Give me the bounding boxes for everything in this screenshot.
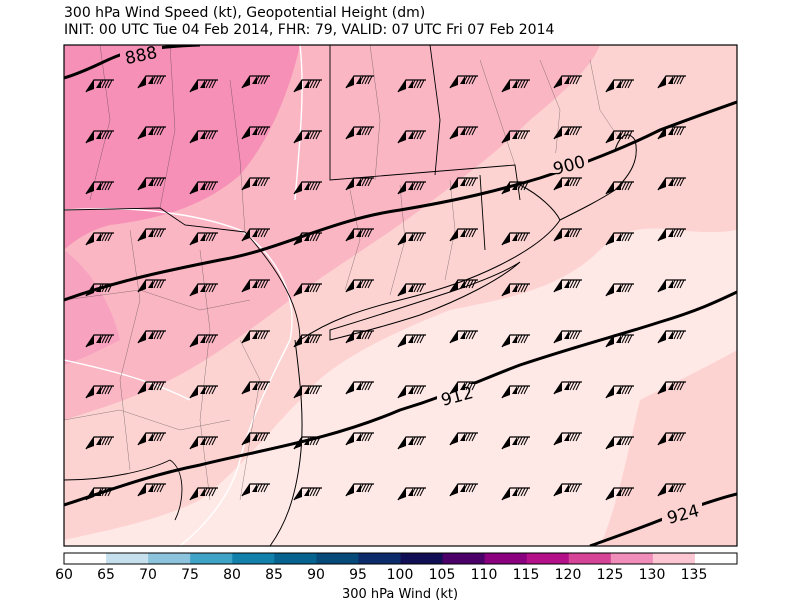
- colorbar-tick-label: 120: [554, 567, 582, 583]
- colorbar-tick-label: 75: [181, 567, 199, 583]
- colorbar-tick-label: 110: [470, 567, 498, 583]
- colorbar-segment: [274, 553, 317, 564]
- map-title: 300 hPa Wind Speed (kt), Geopotential He…: [64, 5, 426, 21]
- map-frame: [63, 44, 738, 547]
- colorbar-segment: [652, 553, 696, 564]
- colorbar-frame: [63, 552, 738, 565]
- state-borders-white: [64, 45, 303, 546]
- contour-900: [64, 100, 737, 302]
- colorbar-tick-label: 135: [680, 567, 708, 583]
- colorbar-segment: [400, 553, 444, 564]
- colorbar-segment: [526, 553, 570, 564]
- colorbar-segment: [694, 553, 738, 564]
- colorbar-tick-label: 70: [139, 567, 157, 583]
- colorbar-tick-label: 85: [265, 567, 283, 583]
- contour-label-bg-924: [662, 502, 702, 522]
- colorbar-tick-label: 130: [638, 567, 666, 583]
- colorbar-label: 300 hPa Wind (kt): [341, 587, 459, 602]
- colorbar-segment: [148, 553, 191, 564]
- colorbar-tick-label: 60: [55, 567, 73, 583]
- colorbar-segment: [358, 553, 401, 564]
- colorbar-tick-label: 100: [386, 567, 414, 583]
- colorbar-segment: [106, 553, 149, 564]
- colorbar-segment: [484, 553, 528, 564]
- contour-label-bg-900: [548, 153, 588, 173]
- county-lines: [64, 45, 621, 501]
- wind-field-deep-w: [64, 250, 120, 365]
- colorbar-segment: [190, 553, 233, 564]
- wind-field-mid-se: [600, 350, 737, 546]
- colorbar-segment: [316, 553, 359, 564]
- colorbar-segment: [232, 553, 275, 564]
- colorbar-tick-label: 105: [428, 567, 456, 583]
- colorbar-segment: [568, 553, 612, 564]
- colorbar-tick-label: 65: [97, 567, 115, 583]
- colorbar-tick-label: 95: [349, 567, 367, 583]
- contour-label-bg-888: [120, 45, 162, 63]
- map-field: 888 900 912 924: [64, 45, 737, 546]
- colorbar-segment: [610, 553, 654, 564]
- colorbar: [64, 553, 738, 564]
- map-subtitle: INIT: 00 UTC Tue 04 Feb 2014, FHR: 79, V…: [64, 22, 555, 38]
- colorbar-tick-label: 125: [596, 567, 624, 583]
- colorbar-tick-label: 80: [223, 567, 241, 583]
- colorbar-tick-label: 90: [307, 567, 325, 583]
- colorbar-segment: [64, 553, 107, 564]
- colorbar-tick-label: 115: [512, 567, 540, 583]
- colorbar-segment: [442, 553, 486, 564]
- wind-field-deep: [64, 45, 300, 250]
